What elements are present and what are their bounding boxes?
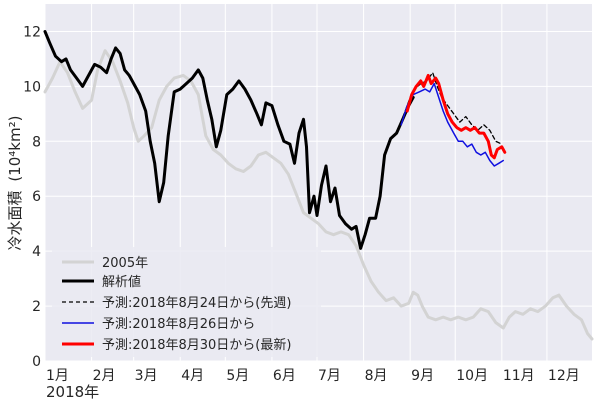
legend-label: 予測:2018年8月24日から(先週) — [102, 296, 291, 311]
y-tick-label: 6 — [32, 189, 41, 205]
x-tick-label: 1月 — [46, 368, 69, 384]
y-axis-label-unit: (10⁴km²) — [6, 116, 24, 182]
y-tick-label: 12 — [23, 24, 41, 40]
y-axis-label: 冷水面積 (10⁴km²) — [6, 116, 24, 251]
x-tick-label: 10月 — [456, 368, 488, 384]
x-tick-label: 7月 — [318, 368, 341, 384]
y-tick-label: 8 — [32, 134, 41, 150]
x-tick-label: 2月 — [93, 368, 116, 384]
series-layer — [43, 30, 594, 341]
legend-label: 予測:2018年8月26日から — [102, 317, 255, 332]
x-tick-label: 3月 — [135, 368, 158, 384]
legend-box — [52, 247, 321, 357]
series-line-analysis — [43, 30, 415, 250]
series-line-2005 — [43, 49, 594, 341]
year-label: 2018年 — [46, 383, 99, 401]
x-tick-label: 6月 — [273, 368, 296, 384]
y-axis-label-main: 冷水面積 — [6, 190, 24, 250]
series-line-forecast-0830 — [405, 73, 507, 160]
x-tick-label: 11月 — [503, 368, 535, 384]
legend-label: 解析値 — [102, 274, 141, 290]
y-tick-label: 4 — [32, 244, 41, 260]
x-tick-label: 5月 — [226, 368, 249, 384]
y-tick-label: 0 — [32, 354, 41, 370]
y-tick-label: 2 — [32, 299, 41, 315]
x-tick-label: 9月 — [411, 368, 434, 384]
legend-label: 2005年 — [102, 256, 148, 271]
series-line-forecast-0826 — [400, 82, 505, 167]
legend-label: 予測:2018年8月30日から(最新) — [102, 337, 291, 353]
x-tick-label: 12月 — [548, 368, 580, 384]
x-tick-label: 4月 — [181, 368, 204, 384]
y-tick-label: 10 — [23, 79, 41, 95]
axes: 0 2 4 6 8 10 12 1月 2月 3月 4月 5月 6月 7月 8月 9月 10月 11月 12月 — [23, 24, 580, 384]
x-tick-label: 8月 — [365, 368, 388, 384]
